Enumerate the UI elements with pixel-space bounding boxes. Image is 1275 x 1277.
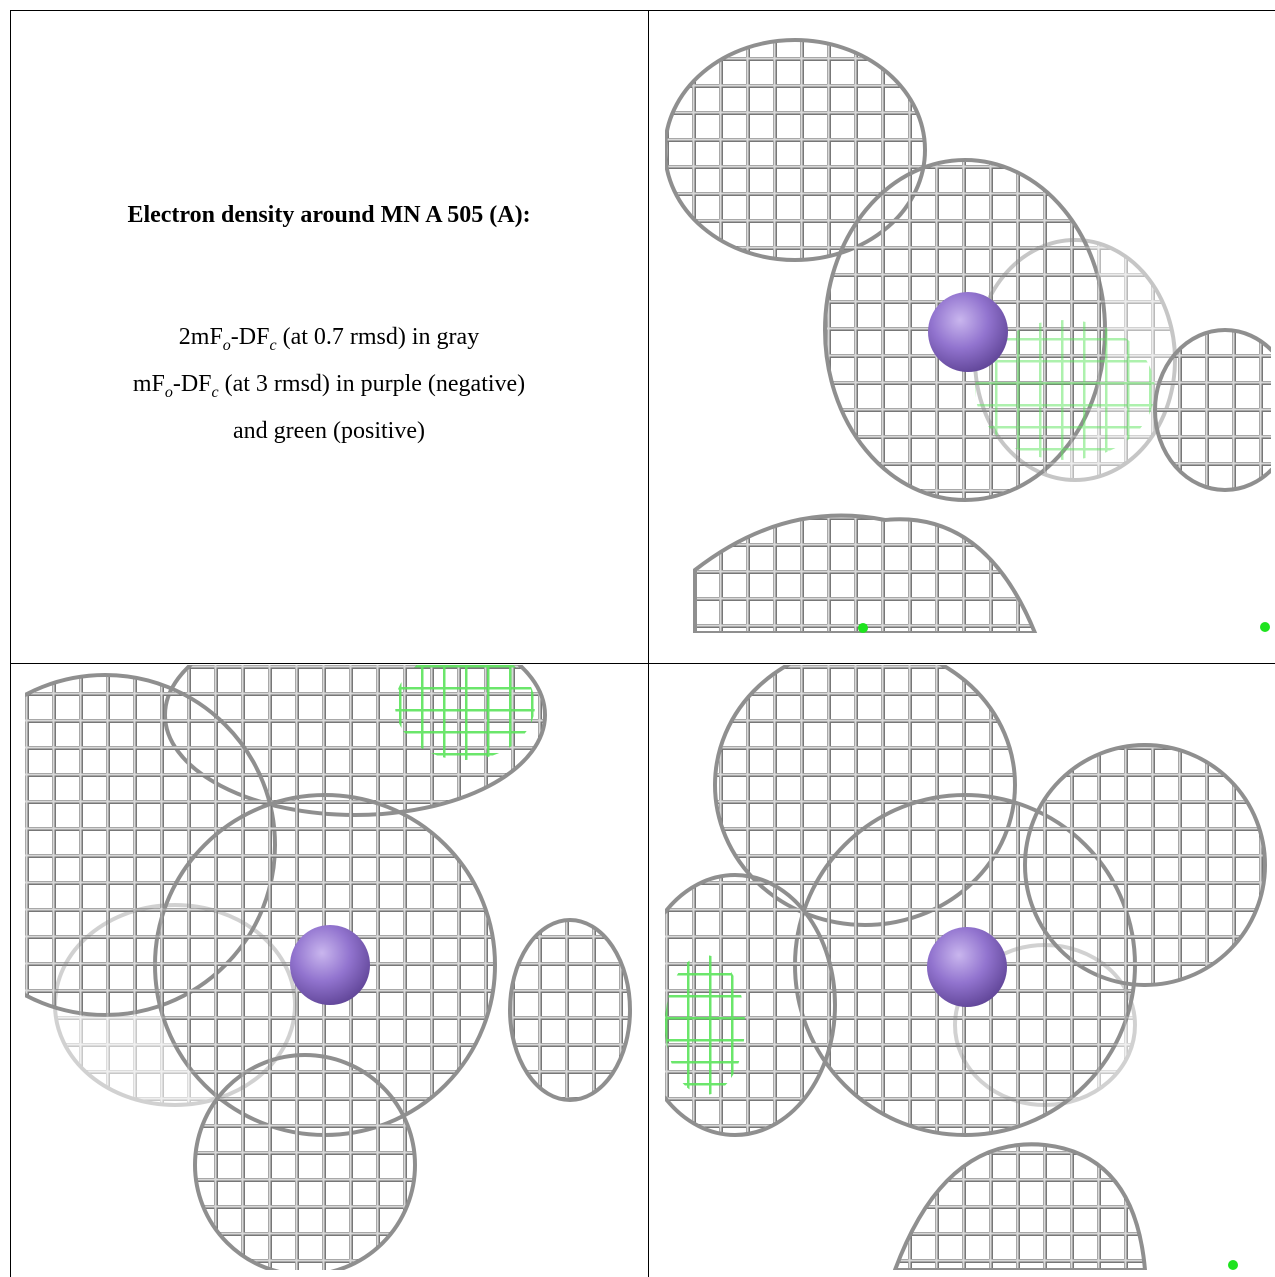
title: Electron density around MN A 505 (A): (127, 202, 531, 228)
legend-text: -DF (172, 370, 212, 397)
legend-text: mF (132, 370, 165, 397)
legend-text: (at 0.7 rmsd) in gray (276, 324, 480, 350)
table-border (10, 10, 1275, 11)
density-image (25, 665, 632, 1270)
legend-text: and green (positive) (233, 417, 425, 444)
legend-line: and green (positive) (12, 412, 646, 450)
table-border (648, 10, 649, 1277)
legend-text: 2mF (178, 324, 223, 350)
legend-text: -DF (230, 324, 270, 350)
table-border (10, 10, 11, 1277)
legend-text: (at 3 rmsd) in purple (negative) (218, 370, 526, 397)
subscript: o (164, 383, 173, 401)
density-image (665, 665, 1267, 1270)
subscript: o (222, 336, 231, 354)
subscript: c (269, 336, 277, 354)
legend-line: 2mFo-DFc (at 0.7 rmsd) in gray (12, 318, 646, 365)
legend: 2mFo-DFc (at 0.7 rmsd) in gray mFo-DFc (a… (12, 318, 646, 450)
table-border (10, 663, 1275, 664)
legend-line: mFo-DFc (at 3 rmsd) in purple (negative) (12, 365, 646, 412)
subscript: c (211, 383, 219, 401)
density-image (665, 38, 1271, 633)
